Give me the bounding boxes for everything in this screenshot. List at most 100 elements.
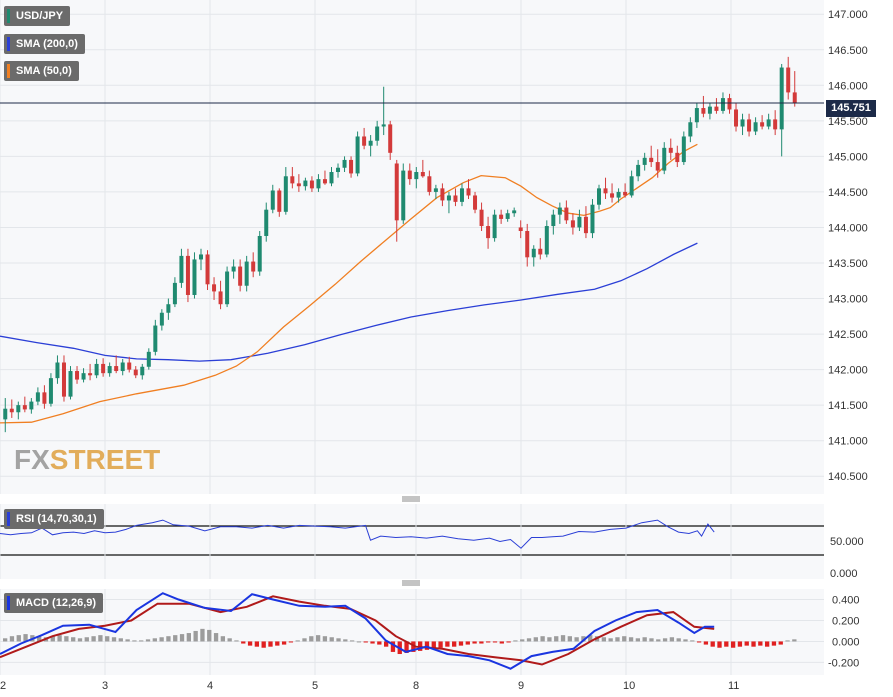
rsi-tick-label: 50.000 xyxy=(830,536,864,548)
macd-histogram-bar xyxy=(309,636,314,642)
candle xyxy=(642,152,647,171)
rsi-tick-label: 0.000 xyxy=(830,568,858,580)
candle xyxy=(101,358,106,377)
candle xyxy=(538,238,543,260)
macd-histogram-bar xyxy=(343,639,348,642)
macd-histogram-bar xyxy=(186,633,191,642)
divider-grip-icon[interactable] xyxy=(402,496,420,502)
candle xyxy=(368,135,373,157)
candle xyxy=(499,209,504,224)
macd-histogram-bar xyxy=(16,635,21,642)
time-tick-label: 11 xyxy=(728,680,739,692)
macd-histogram-bar xyxy=(295,640,300,642)
candle xyxy=(309,176,314,192)
candle xyxy=(714,98,719,114)
divider-grip-icon[interactable] xyxy=(402,580,420,586)
macd-histogram-bar xyxy=(132,640,137,642)
time-tick-label: 5 xyxy=(312,680,318,692)
macd-histogram-bar xyxy=(540,636,545,642)
macd-histogram-bar xyxy=(662,638,668,642)
macd-histogram-bar xyxy=(71,637,76,642)
macd-histogram-bar xyxy=(377,641,382,645)
panel-divider[interactable] xyxy=(0,494,893,504)
candle xyxy=(107,362,112,377)
candle xyxy=(362,127,367,150)
candle xyxy=(766,113,771,130)
time-tick-label: 4 xyxy=(207,680,213,692)
macd-histogram-bar xyxy=(730,641,736,648)
macd-histogram-bar xyxy=(472,641,477,644)
candle xyxy=(570,213,575,235)
candle xyxy=(88,363,93,381)
price-tick-label: 146.500 xyxy=(828,45,868,57)
candle xyxy=(446,191,451,214)
candle xyxy=(590,199,595,239)
legend-symbol[interactable]: USD/JPY xyxy=(4,6,71,26)
price-tick-label: 146.000 xyxy=(828,80,868,92)
macd-histogram-bar xyxy=(656,639,661,642)
macd-histogram-bar xyxy=(363,641,368,643)
fxstreet-logo: FXSTREET xyxy=(14,444,160,476)
macd-histogram-bar xyxy=(349,640,355,642)
macd-histogram-bar xyxy=(227,638,232,642)
candle xyxy=(668,138,673,160)
price-tick-label: 141.500 xyxy=(828,400,868,412)
macd-histogram-bar xyxy=(390,641,396,652)
macd-histogram-bar xyxy=(560,635,566,642)
macd-histogram-bar xyxy=(125,639,130,642)
candle xyxy=(440,183,445,207)
panel-divider[interactable] xyxy=(0,579,893,589)
macd-histogram-bar xyxy=(139,640,144,642)
candle xyxy=(133,366,138,379)
macd-histogram-bar xyxy=(105,636,110,642)
macd-histogram-bar xyxy=(166,636,171,642)
candle xyxy=(779,63,784,157)
candle xyxy=(114,355,119,374)
candle xyxy=(159,309,164,331)
candle xyxy=(518,220,523,239)
candle xyxy=(492,209,497,242)
price-tick-label: 145.000 xyxy=(828,151,868,163)
macd-histogram-bar xyxy=(785,640,790,642)
price-panel xyxy=(0,0,824,494)
candle xyxy=(199,248,203,271)
price-tick-label: 144.500 xyxy=(828,187,868,199)
candle xyxy=(388,120,393,160)
candle xyxy=(531,245,536,267)
macd-histogram-bar xyxy=(642,637,647,642)
macd-histogram-bar xyxy=(438,641,443,648)
candle xyxy=(81,368,86,383)
time-grid xyxy=(0,0,732,494)
macd-histogram-bar xyxy=(207,629,212,642)
price-tick-label: 147.000 xyxy=(828,9,868,21)
legend-rsi[interactable]: RSI (14,70,30,1) xyxy=(4,509,104,529)
candle xyxy=(303,177,308,191)
macd-histogram-bar xyxy=(724,641,729,647)
legend-macd[interactable]: MACD (12,26,9) xyxy=(4,593,104,613)
macd-histogram-bar xyxy=(77,638,83,642)
macd-histogram-bar xyxy=(737,641,743,647)
macd-histogram-bar xyxy=(792,639,797,642)
candle xyxy=(238,259,243,292)
macd-histogram-bar xyxy=(431,641,436,649)
candle xyxy=(270,184,275,214)
macd-histogram-bar xyxy=(778,641,783,645)
legend-sma50-label: SMA (50,0) xyxy=(16,65,72,77)
candle xyxy=(349,156,354,178)
candle xyxy=(727,93,732,114)
macd-histogram-bar xyxy=(424,641,430,650)
candle xyxy=(212,277,217,300)
candle xyxy=(29,398,34,414)
candle xyxy=(336,163,341,178)
candle xyxy=(283,167,288,215)
candle xyxy=(792,71,797,107)
candle xyxy=(505,209,510,222)
macd-histogram-bar xyxy=(179,634,185,642)
legend-sma200[interactable]: SMA (200,0) xyxy=(4,34,85,54)
legend-sma50[interactable]: SMA (50,0) xyxy=(4,61,79,81)
macd-histogram-bar xyxy=(336,638,341,642)
candle xyxy=(747,113,752,137)
candle xyxy=(3,398,8,433)
macd-histogram-bar xyxy=(479,641,484,644)
candle xyxy=(577,209,582,232)
